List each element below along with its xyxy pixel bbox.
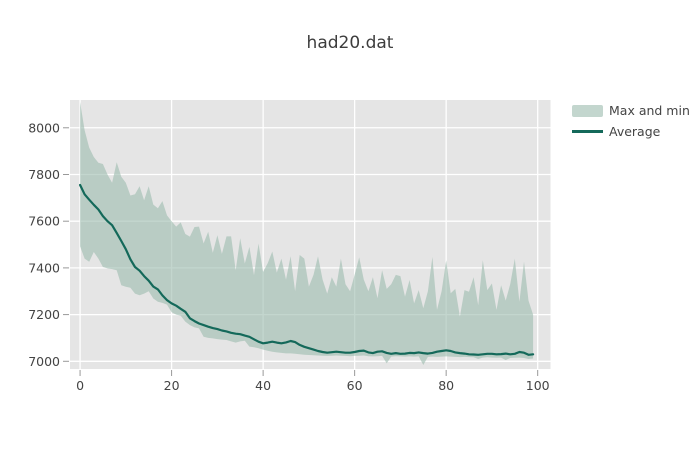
x-tick-label: 40	[255, 378, 271, 393]
x-tick-label: 60	[347, 378, 363, 393]
x-tick-label: 80	[438, 378, 454, 393]
y-tick-label: 7200	[28, 307, 60, 322]
line-swatch-icon	[572, 130, 603, 133]
x-tick-label: 0	[76, 378, 84, 393]
legend: Max and min Average	[572, 102, 690, 144]
y-tick-label: 7600	[28, 214, 60, 229]
band-swatch-icon	[572, 104, 603, 117]
legend-item-average[interactable]: Average	[572, 123, 690, 140]
y-tick-label: 8000	[28, 120, 60, 135]
legend-item-max-min[interactable]: Max and min	[572, 102, 690, 119]
legend-label-average: Average	[609, 124, 661, 139]
chart-title: had20.dat	[306, 33, 394, 53]
average-line	[79, 183, 535, 356]
x-tick-label: 100	[526, 378, 550, 393]
y-tick-label: 7800	[28, 167, 60, 182]
x-tick-label: 20	[164, 378, 180, 393]
max-min-band	[80, 102, 534, 365]
y-tick-label: 7000	[28, 354, 60, 369]
legend-label-max-min: Max and min	[609, 103, 690, 118]
y-tick-label: 7400	[28, 260, 60, 275]
